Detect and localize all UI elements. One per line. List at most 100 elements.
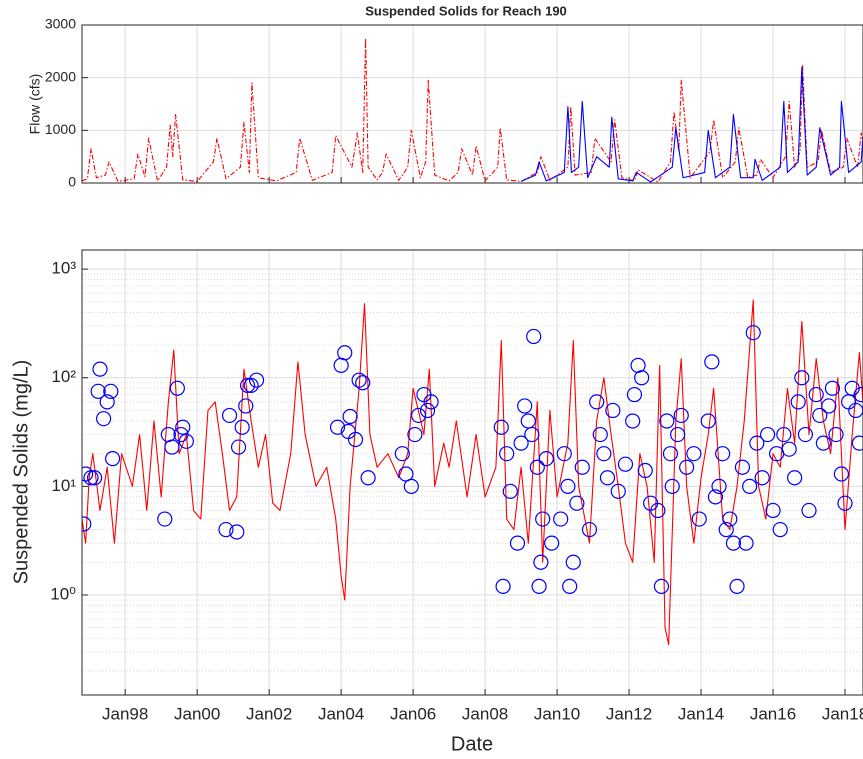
y-tick-label: 10⁰ <box>50 584 76 603</box>
data-point <box>650 502 666 519</box>
x-axis-label: Date <box>451 733 493 755</box>
data-point <box>82 516 92 532</box>
data-point <box>781 441 797 457</box>
data-point <box>398 466 414 482</box>
data-point <box>493 419 509 435</box>
data-point <box>679 459 695 475</box>
data-point <box>533 554 549 570</box>
data-point <box>342 408 358 425</box>
data-point <box>653 578 670 594</box>
data-point <box>329 419 346 435</box>
data-point <box>535 511 551 527</box>
data-point <box>787 470 803 486</box>
data-point <box>410 407 427 424</box>
x-tick-label: Jan02 <box>246 704 292 723</box>
data-point <box>407 426 423 443</box>
data-point <box>574 459 590 475</box>
data-point <box>686 446 702 462</box>
data-point <box>544 535 560 551</box>
x-tick-label: Jan04 <box>318 704 364 723</box>
x-tick-label: Jan06 <box>390 704 436 723</box>
data-point <box>556 446 572 462</box>
data-point <box>351 372 367 388</box>
data-point <box>589 394 605 410</box>
y-tick-label: 1000 <box>45 121 76 137</box>
data-point <box>790 394 806 410</box>
data-point <box>360 470 376 486</box>
data-point <box>495 578 511 594</box>
data-point <box>634 370 650 386</box>
y-tick-label: 10³ <box>51 259 76 278</box>
data-point <box>92 361 108 377</box>
plot-area <box>82 37 863 183</box>
data-point <box>662 446 679 462</box>
data-point <box>853 386 863 403</box>
y-axis-label: Flow (cfs) <box>27 74 43 135</box>
data-point <box>517 398 533 414</box>
data-point <box>765 502 781 519</box>
data-point <box>355 375 371 391</box>
data-point <box>499 446 515 462</box>
data-point <box>670 426 686 443</box>
data-point <box>553 511 569 527</box>
data-point <box>745 325 761 341</box>
data-point <box>711 478 727 494</box>
data-point <box>772 521 788 538</box>
y-tick-label: 2000 <box>45 68 76 84</box>
data-point <box>691 511 707 527</box>
data-point <box>99 394 115 410</box>
data-point <box>626 386 643 403</box>
x-tick-label: Jan00 <box>174 704 220 723</box>
data-point <box>403 478 419 494</box>
data-point <box>526 328 542 345</box>
data-point <box>749 435 765 451</box>
data-point <box>851 435 863 451</box>
data-point <box>776 426 792 443</box>
data-point <box>581 521 598 538</box>
data-point <box>538 451 554 467</box>
y-tick-label: 3000 <box>45 16 76 32</box>
data-line <box>82 299 863 646</box>
data-point <box>592 426 608 443</box>
data-point <box>502 483 518 499</box>
data-point <box>707 489 724 505</box>
data-point <box>815 435 832 451</box>
data-point <box>347 431 364 448</box>
plot-area <box>82 299 863 646</box>
x-tick-label: Jan18 <box>822 704 863 723</box>
x-tick-label: Jan98 <box>102 704 148 723</box>
data-point <box>83 470 99 486</box>
data-point <box>82 466 94 482</box>
y-tick-label: 10¹ <box>51 476 76 495</box>
y-axis-label: Suspended Solids (mg/L) <box>10 360 32 585</box>
data-point <box>824 380 841 396</box>
y-tick-label: 10² <box>51 367 76 386</box>
data-point <box>529 459 545 475</box>
data-point <box>565 554 581 570</box>
data-point <box>86 470 103 486</box>
data-point <box>794 370 810 386</box>
data-point <box>715 446 731 462</box>
x-tick-label: Jan16 <box>750 704 796 723</box>
data-point <box>394 446 410 462</box>
data-point <box>808 386 824 403</box>
data-line <box>82 37 863 183</box>
data-point <box>509 535 526 551</box>
data-point <box>562 578 578 594</box>
data-point <box>734 459 751 475</box>
data-point <box>801 502 817 519</box>
data-point <box>524 426 540 443</box>
data-point <box>178 433 194 449</box>
data-point <box>605 402 621 419</box>
data-point <box>169 380 185 396</box>
chart-title: Suspended Solids for Reach 190 <box>365 3 567 18</box>
data-point <box>673 407 689 424</box>
axes-box <box>81 24 863 184</box>
data-point <box>248 372 265 388</box>
data-point <box>423 394 439 410</box>
data-point <box>103 383 119 399</box>
data-point <box>722 511 738 527</box>
data-point <box>513 435 529 451</box>
y-tick-label: 0 <box>68 174 76 190</box>
data-point <box>812 407 828 424</box>
